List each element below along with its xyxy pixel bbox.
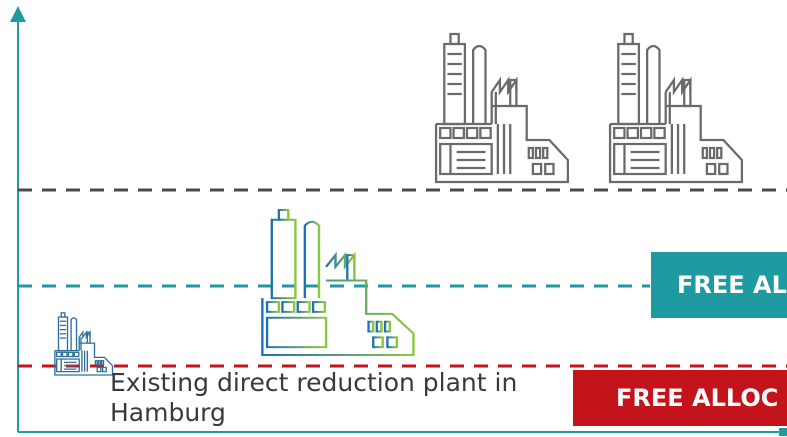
plant-caption: Existing direct reduction plant in Hambu… [110,368,518,427]
y-axis-arrow [10,6,26,22]
x-axis-arrow [779,428,787,436]
factory-icon-gradient [261,208,415,357]
free-allocation-badge-teal: FREE AL [651,252,787,318]
free-allocation-badge-red: FREE ALLOC [573,370,787,426]
factory-icon-grey [434,32,570,184]
factory-icon-grey-2 [608,32,744,184]
